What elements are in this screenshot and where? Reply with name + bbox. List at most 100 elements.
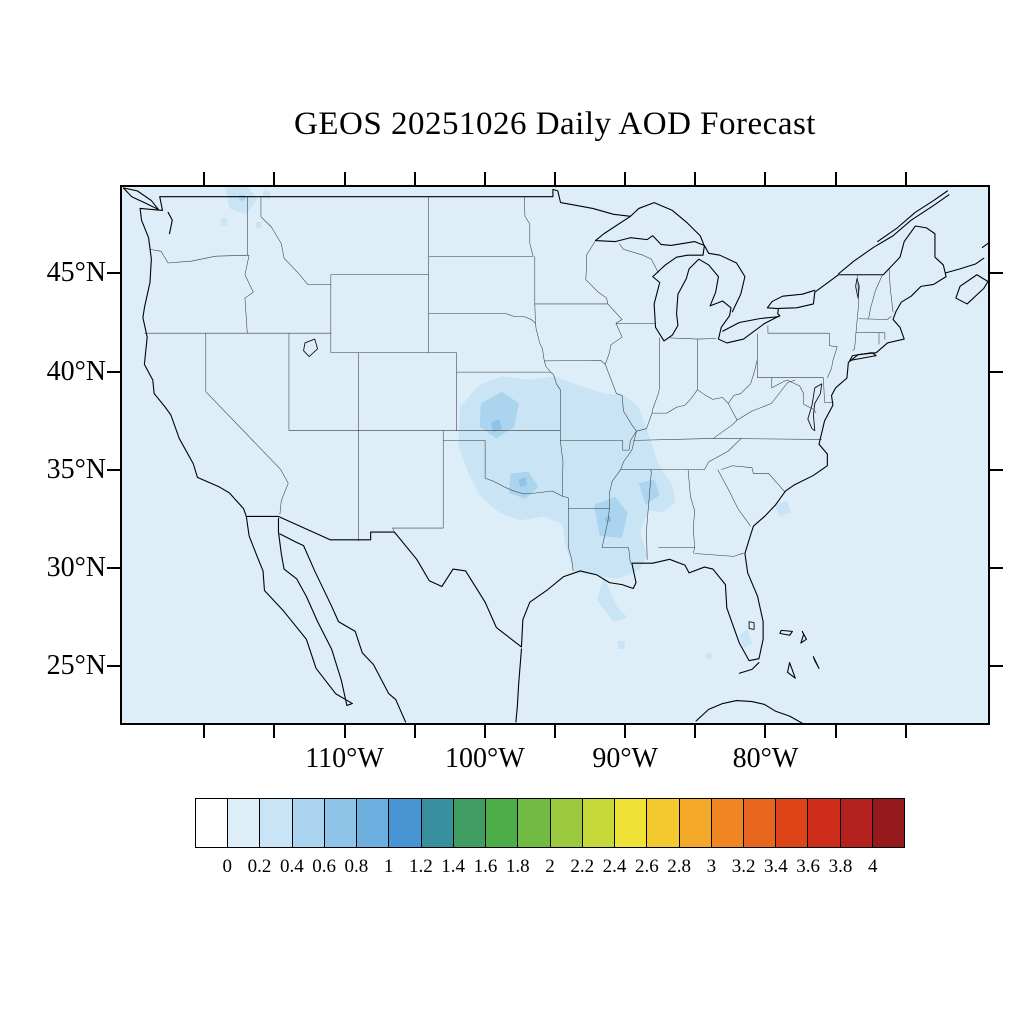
colorbar-cell [615,799,648,847]
colorbar-cell [872,799,905,847]
axis-tick [904,172,907,185]
latitude-tick-label: 45°N [46,257,106,289]
colorbar-tick-label: 0.6 [312,856,336,877]
colorbar-tick-label: 2.8 [667,856,691,877]
axis-tick [107,566,120,569]
state-border [858,315,892,320]
colorbar-tick-label: 3.8 [828,856,853,877]
axis-tick [990,468,1003,471]
aod-region [705,652,712,659]
longitude-tick-label: 100°W [445,743,525,774]
colorbar-cell [808,799,841,847]
aod-region [638,479,660,505]
axis-tick [273,725,276,738]
canada-coastline [629,202,705,246]
canada-coastline [945,257,985,274]
axis-tick [413,172,416,185]
island-outline [800,630,807,644]
state-border [868,274,883,319]
state-border [585,240,609,304]
aod-region [617,641,625,649]
colorbar-cell [196,799,229,847]
colorbar-tick-label: 3.2 [731,856,756,877]
state-border [428,313,536,324]
colorbar-cell [228,799,261,847]
axis-tick [107,272,120,275]
state-border [205,333,289,515]
colorbar-tick-label: 1 [383,856,394,877]
state-border [727,403,738,421]
state-border [767,332,838,379]
state-border [260,196,331,285]
axis-tick [413,725,416,738]
colorbar-cell [357,799,390,847]
canada-coastline [167,211,173,235]
colorbar-tick-label: 0 [222,856,233,877]
axis-tick [764,725,767,738]
latitude-tick-label: 25°N [46,650,106,682]
canada-coastline [877,190,949,243]
colorbar-cell [518,799,551,847]
mexico-coastline [279,533,407,723]
colorbar-cell [324,799,358,847]
axis-tick [624,172,627,185]
state-border [727,359,758,404]
state-border [560,430,569,499]
state-border [560,431,637,451]
longitude-tick-label: 90°W [592,743,658,774]
axis-tick [990,665,1003,668]
state-border [646,469,652,560]
aod-region [594,496,628,538]
island-outline [812,656,820,669]
axis-tick [343,725,346,738]
axis-tick [343,172,346,185]
colorbar-cell [292,799,325,847]
figure-title: GEOS 20251026 Daily AOD Forecast [294,106,816,142]
colorbar-tick-label: 2.2 [570,856,595,877]
colorbar-tick-label: 3.6 [796,856,821,877]
canada-coastline [722,316,780,332]
axis-tick [694,172,697,185]
canada-coastline [766,289,816,310]
axis-tick [483,172,486,185]
state-border [771,377,817,414]
axis-tick [554,725,556,738]
aod-region [596,576,628,622]
axis-tick [273,172,276,185]
aod-region [479,391,519,439]
state-border [550,371,561,431]
axis-tick [483,725,486,738]
state-border [609,431,637,509]
state-border [856,331,885,334]
colorbar-tick-label: 0.2 [247,856,272,877]
aod-region [774,500,792,517]
colorbar-tick-label: 4 [867,856,878,877]
colorbar-tick-label: 2.4 [602,856,627,877]
colorbar-tick-label: 3.4 [764,856,788,877]
axis-tick [694,725,697,738]
longitude-tick-label: 80°W [732,743,799,774]
aod-region [739,629,752,649]
axis-tick [990,566,1003,569]
colorbar-tick-label: 1.4 [441,856,466,877]
axis-tick [107,468,120,471]
state-border [687,469,695,554]
colorbar-cell [711,799,744,847]
axis-tick [624,725,627,738]
colorbar-cell [679,799,712,847]
state-border [602,547,631,564]
colorbar-cell [389,799,422,847]
island-outline [122,187,159,210]
mexico-coastline [515,648,523,723]
axis-tick [107,370,120,373]
axis-tick [834,172,837,185]
state-border [651,337,660,414]
colorbar-tick-label: 0.4 [279,856,304,877]
state-border [568,497,574,571]
axis-tick [764,172,767,185]
island-outline [955,274,988,305]
state-border [823,377,834,403]
state-border [721,465,785,493]
state-border [618,243,659,273]
